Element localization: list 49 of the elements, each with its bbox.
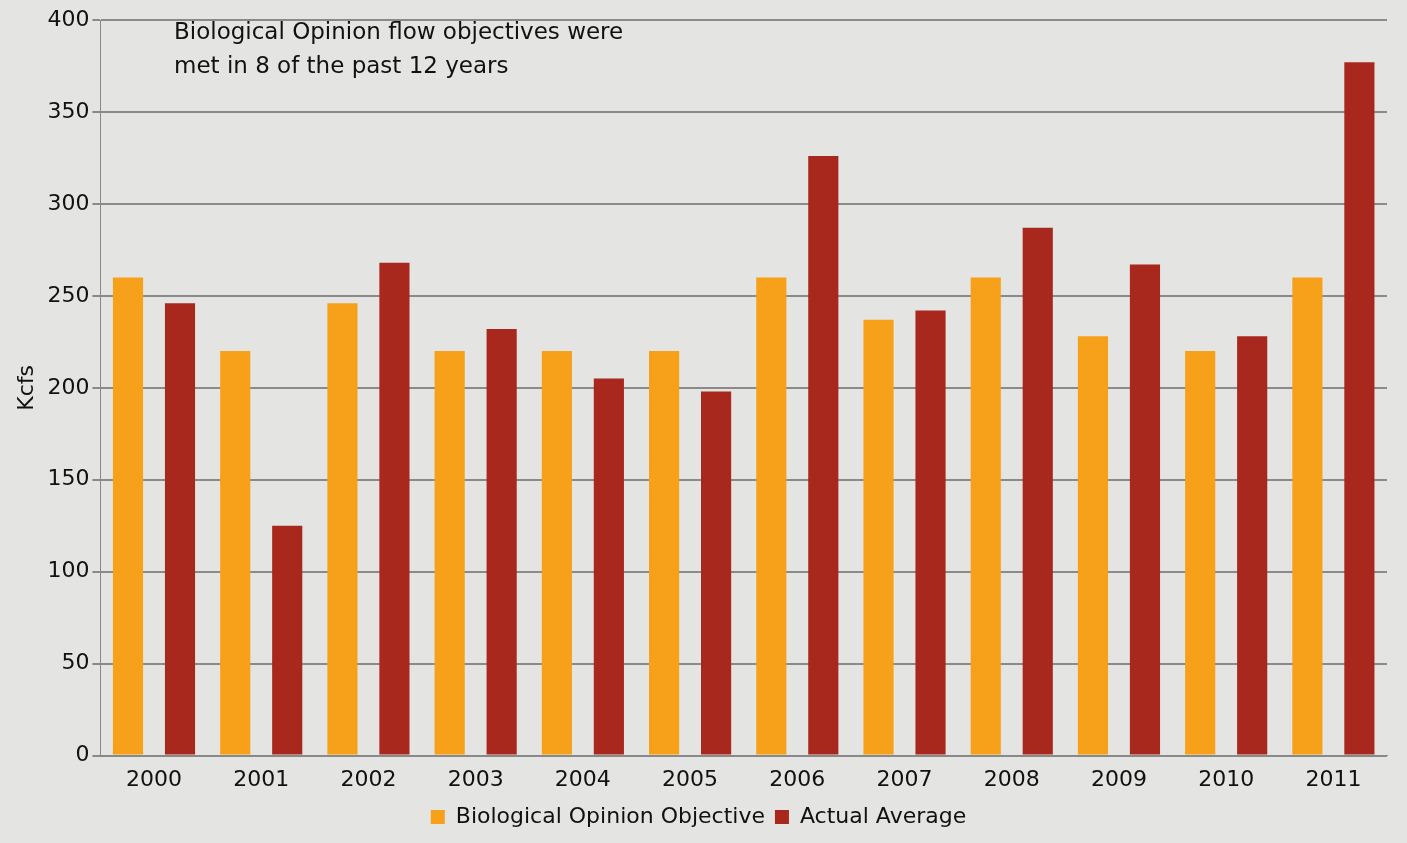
- y-tick-label: 0: [75, 741, 90, 767]
- x-tick-label: 2004: [554, 765, 611, 791]
- x-tick-label: 2001: [233, 765, 290, 791]
- y-tick-label: 150: [47, 465, 90, 491]
- bar: [863, 319, 894, 755]
- bar: [1237, 336, 1268, 755]
- x-tick-label: 2002: [340, 765, 397, 791]
- y-tick-label: 200: [47, 373, 90, 399]
- legend-label: Biological Opinion Objective: [455, 802, 765, 828]
- y-tick-label: 250: [47, 281, 90, 307]
- bar: [220, 351, 251, 755]
- bar: [808, 156, 839, 755]
- x-tick-label: 2006: [769, 765, 826, 791]
- bar: [1129, 264, 1161, 755]
- bar: [541, 351, 572, 755]
- legend-label: Actual Average: [799, 802, 967, 828]
- bar: [164, 303, 196, 755]
- y-tick-label: 50: [61, 649, 90, 675]
- bar: [434, 351, 465, 755]
- bar: [486, 328, 517, 755]
- bar: [1292, 277, 1323, 755]
- y-tick-label: 350: [47, 97, 90, 123]
- bar: [970, 277, 1001, 755]
- x-tick-label: 2000: [126, 765, 182, 791]
- bar: [593, 378, 624, 755]
- y-tick-label: 300: [47, 189, 90, 215]
- x-tick-label: 2003: [447, 765, 504, 791]
- bar: [915, 310, 946, 755]
- bar: [649, 351, 680, 755]
- bar: [379, 262, 410, 755]
- annotation: Biological Opinion flow objectives were met in 8 of the past 12 years: [174, 17, 625, 80]
- bar: [272, 525, 303, 755]
- bar: [327, 303, 358, 755]
- y-tick-label: 400: [47, 5, 90, 31]
- bar: [112, 277, 144, 755]
- x-tick-label: 2008: [983, 765, 1040, 791]
- bar: [701, 391, 732, 755]
- bar: [1077, 336, 1109, 755]
- bar: [1185, 351, 1216, 755]
- x-tick-label: 2007: [876, 765, 933, 791]
- x-tick-label: 2011: [1305, 765, 1362, 791]
- x-tick-label: 2005: [662, 765, 719, 791]
- x-tick-label: 2010: [1198, 765, 1255, 791]
- bar: [1344, 62, 1375, 755]
- y-axis-title: Kcfs: [12, 364, 38, 411]
- bar: [1022, 227, 1053, 755]
- bar: [756, 277, 787, 755]
- y-tick-label: 100: [47, 557, 90, 583]
- x-tick-label: 2009: [1090, 765, 1147, 791]
